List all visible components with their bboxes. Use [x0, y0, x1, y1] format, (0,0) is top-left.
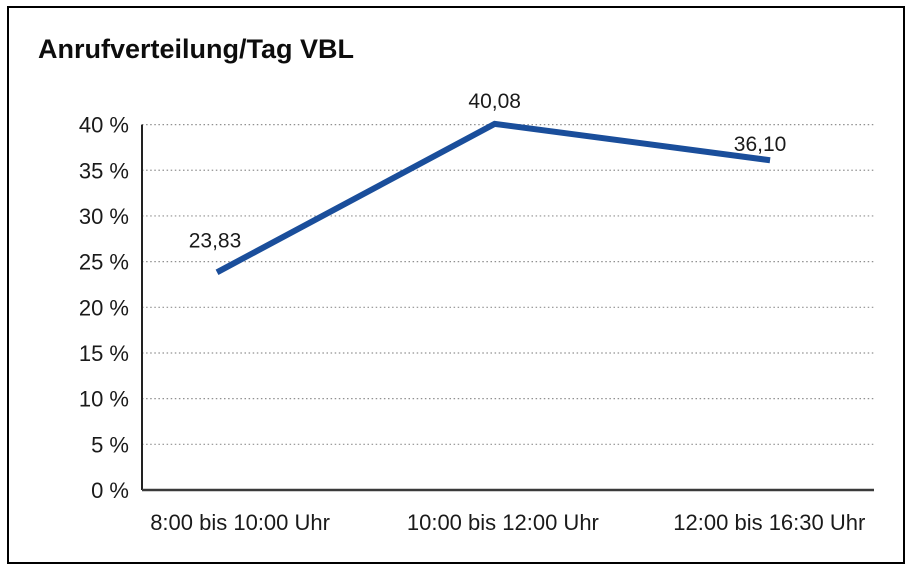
- y-tick-label: 40 %: [79, 113, 129, 138]
- y-tick-label: 25 %: [79, 250, 129, 275]
- y-tick-label: 5 %: [91, 432, 129, 457]
- x-tick-label: 8:00 bis 10:00 Uhr: [150, 510, 330, 535]
- data-point-label: 23,83: [189, 229, 242, 252]
- y-tick-label: 20 %: [79, 295, 129, 320]
- x-tick-label: 12:00 bis 16:30 Uhr: [673, 510, 865, 535]
- chart-title: Anrufverteilung/Tag VBL: [38, 34, 355, 64]
- data-point-label: 36,10: [734, 133, 787, 156]
- y-tick-label: 15 %: [79, 341, 129, 366]
- y-tick-label: 30 %: [79, 204, 129, 229]
- data-point-label: 40,08: [468, 90, 521, 113]
- series-line: [215, 120, 771, 275]
- y-tick-label: 35 %: [79, 158, 129, 183]
- y-tick-label: 0 %: [91, 478, 129, 503]
- y-tick-label: 10 %: [79, 387, 129, 412]
- x-tick-label: 10:00 bis 12:00 Uhr: [407, 510, 599, 535]
